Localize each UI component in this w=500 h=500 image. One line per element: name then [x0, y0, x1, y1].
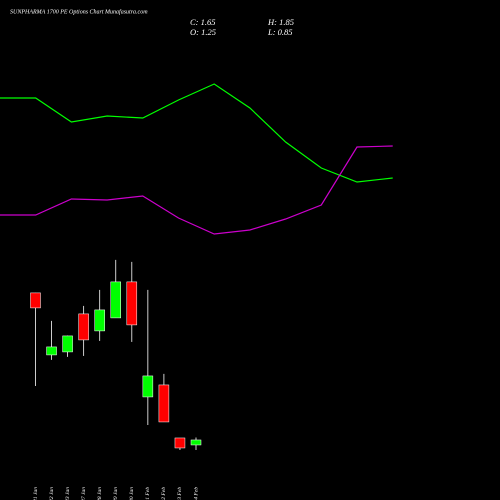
high-label: H: 1.85 [267, 17, 294, 27]
candle-body [190, 439, 202, 446]
low-label: L: 0.85 [267, 27, 293, 37]
candle-body [174, 437, 186, 449]
candle-body [30, 292, 41, 309]
x-tick-label: 01 Feb [145, 487, 151, 500]
candle-body [110, 281, 121, 319]
close-label: C: 1.65 [190, 17, 216, 27]
candle-body [142, 375, 154, 398]
x-tick-label: 29 Jan [113, 487, 119, 500]
line-series [0, 145, 393, 235]
x-tick-label: 23 Jan [65, 487, 71, 500]
x-tick-label: 27 Jan [81, 487, 87, 500]
x-tick-label: 04 Feb [192, 487, 199, 500]
x-tick-label: 21 Jan [33, 487, 39, 500]
x-tick-label: 30 Jan [129, 487, 135, 500]
candle-body [78, 313, 89, 341]
x-tick-label: 03 Feb [177, 487, 183, 500]
candle-body [126, 281, 138, 326]
x-tick-label: 28 Jan [97, 487, 103, 500]
x-tick-label: 22 Jan [49, 487, 55, 500]
chart-title: SUNPHARMA 1700 PE Options Chart Munafasu… [10, 8, 148, 15]
x-tick-label: 02 Feb [161, 487, 167, 500]
line-series [0, 83, 393, 183]
candle-body [46, 346, 57, 356]
candle-body [62, 335, 73, 353]
candle-body [94, 309, 105, 332]
candle-body [158, 384, 170, 423]
open-label: O: 1.25 [190, 27, 216, 37]
